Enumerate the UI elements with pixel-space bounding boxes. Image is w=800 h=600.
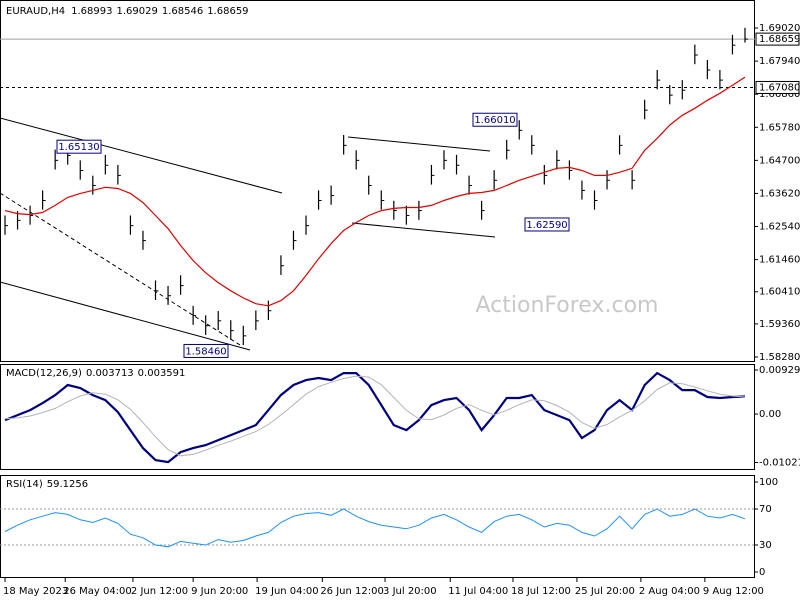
macd-panel — [0, 364, 755, 470]
macd-title: MACD(12,26,9) — [6, 368, 82, 379]
x-tick-label: 11 Jul 04:00 — [448, 586, 508, 597]
x-tick-label: 26 Jun 12:00 — [320, 586, 384, 597]
open: 1.68993 — [71, 6, 112, 17]
annotation-label: 1.62590 — [526, 220, 567, 231]
y-tick-label: 0 — [759, 567, 765, 578]
x-tick-label: 2 Aug 04:00 — [639, 586, 700, 597]
rsi-panel — [0, 475, 755, 578]
x-tick-label: 18 May 2023 — [3, 586, 68, 597]
y-tick-label: 1.60410 — [759, 287, 800, 298]
y-tick-label: 1.65780 — [759, 122, 800, 133]
high: 1.69029 — [116, 6, 157, 17]
y-tick-label: 1.69020 — [759, 23, 800, 34]
trend-lines — [0, 117, 496, 351]
y-tick-label: 1.63620 — [759, 188, 800, 199]
x-tick-label: 26 May 04:00 — [63, 586, 132, 597]
trend-line — [0, 117, 283, 194]
y-tick-label: 1.62540 — [759, 222, 800, 233]
y-tick-label: 1.64700 — [759, 155, 800, 166]
price-panel — [0, 0, 755, 362]
y-tick-label: -0.010211 — [759, 457, 800, 468]
moving-average — [4, 76, 746, 307]
symbol: EURAUD,H4 — [6, 6, 65, 17]
y-tick-label: 1.66860 — [759, 89, 800, 100]
annotation-box — [472, 112, 518, 127]
macd-value: 0.003713 — [86, 368, 134, 379]
current-price-box — [755, 32, 800, 46]
close: 1.68659 — [207, 6, 248, 17]
x-tick-label: 3 Jul 20:00 — [383, 586, 437, 597]
x-tick-label: 9 Jun 20:00 — [191, 586, 248, 597]
y-tick-label: 1.59360 — [759, 319, 800, 330]
y-tick-label: 100 — [759, 477, 778, 488]
y-tick-label: 0.009291 — [759, 365, 800, 376]
y-tick-label: 30 — [759, 540, 772, 551]
low: 1.68546 — [162, 6, 203, 17]
x-tick-label: 2 Jun 12:00 — [131, 586, 188, 597]
y-tick-label: 1.61460 — [759, 255, 800, 266]
y-tick-label: 70 — [759, 504, 772, 515]
panels — [0, 0, 755, 578]
x-tick-label: 25 Jul 20:00 — [575, 586, 635, 597]
macd-line — [4, 375, 746, 457]
level-label-box — [755, 80, 800, 94]
x-tick-label: 9 Aug 12:00 — [703, 586, 764, 597]
x-tick-label: 18 Jul 12:00 — [511, 586, 571, 597]
rsi-value: 59.1256 — [47, 479, 88, 490]
signal-value: 0.003591 — [138, 368, 186, 379]
annotation-box — [183, 343, 229, 358]
current-price-label: 1.68659 — [759, 34, 800, 45]
annotation-label: 1.58460 — [185, 346, 226, 357]
price-header: EURAUD,H4 1.68993 1.69029 1.68546 1.68659 — [6, 6, 249, 17]
channel-line — [347, 136, 491, 152]
rsi-line — [4, 508, 746, 548]
annotation-box — [524, 217, 570, 232]
y-tick-label: 0.00 — [759, 409, 781, 420]
rsi-title: RSI(14) — [6, 479, 43, 490]
watermark: ActionForex.com — [476, 293, 659, 318]
y-tick-label: 1.67940 — [759, 56, 800, 67]
x-tick-label: 19 Jun 04:00 — [255, 586, 319, 597]
macd-header: MACD(12,26,9) 0.003713 0.003591 — [6, 368, 185, 379]
annotation-box — [56, 139, 102, 154]
channel-line — [351, 222, 496, 238]
trend-line — [0, 281, 251, 351]
rsi-header: RSI(14) 59.1256 — [6, 479, 88, 490]
level-label: 1.67080 — [759, 82, 800, 93]
annotation-label: 1.66010 — [474, 115, 515, 126]
annotation-label: 1.65130 — [58, 142, 99, 153]
trend-line — [0, 192, 241, 346]
y-tick-label: 1.58280 — [759, 352, 800, 363]
macd-line — [4, 371, 746, 464]
